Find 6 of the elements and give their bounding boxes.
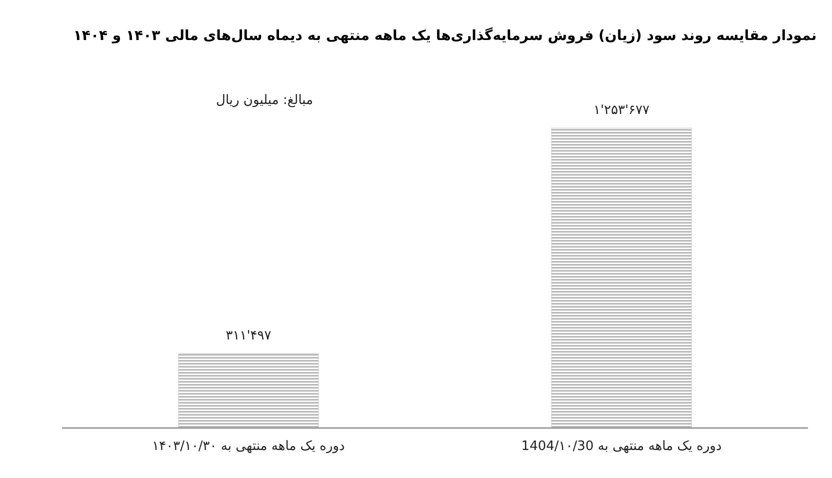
text: مبالغ: میلیون ریال bbox=[216, 93, 314, 108]
x-tick-label: دوره یک ماهه منتهی به 1404/۱۰/30 bbox=[521, 439, 722, 454]
x-tick-label: دوره یک ماهه منتهی به ۱۴۰۳/۱۰/۳۰ bbox=[152, 439, 346, 454]
data-label: ۱'۲۵۳'۶۷۷ bbox=[593, 103, 650, 118]
chart-title: نمودار مقایسه روند سود (زیان) فروش سرمایه‌گذاری‌ها یک ماهه منتهی به دیماه سال‌های مالی ۱۴۰۳ و ۱۴۰۴ bbox=[73, 27, 817, 44]
data-label: ۳۱۱'۴۹۷ bbox=[226, 328, 272, 344]
